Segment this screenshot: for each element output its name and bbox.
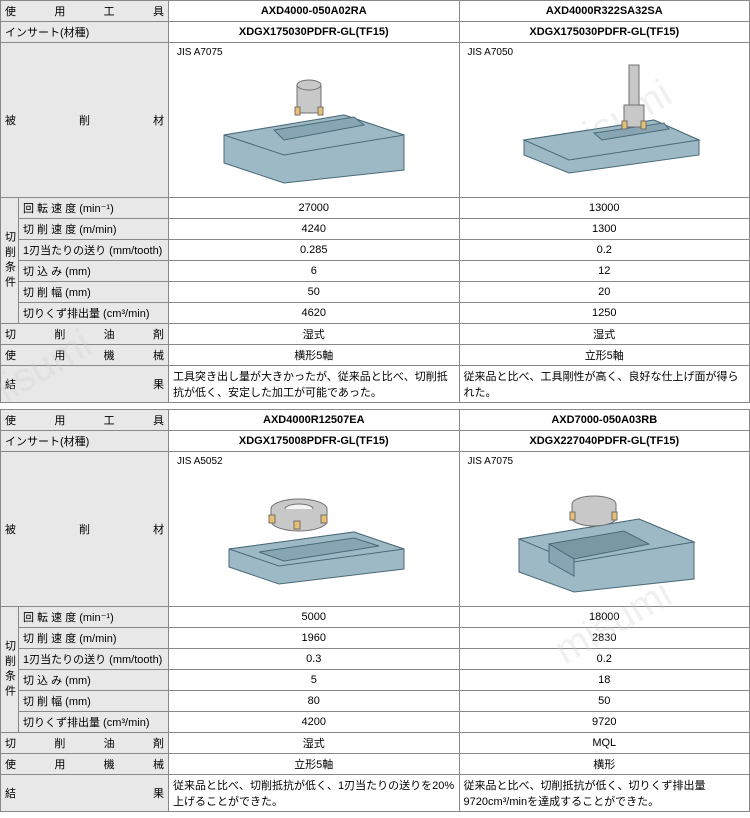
machine-right: 横形 bbox=[459, 754, 750, 775]
width-left: 80 bbox=[169, 691, 459, 712]
tool-left: AXD4000R12507EA bbox=[169, 410, 459, 431]
speed-right: 2830 bbox=[459, 628, 750, 649]
feed-right: 0.2 bbox=[459, 240, 750, 261]
label-conditions: 切削条件 bbox=[1, 607, 19, 733]
rpm-right: 13000 bbox=[459, 198, 750, 219]
rpm-left: 27000 bbox=[169, 198, 459, 219]
label-chip: 切りくず排出量 (cm³/min) bbox=[19, 303, 169, 324]
material-left: JIS A7075 bbox=[177, 47, 223, 58]
machine-left: 横形5軸 bbox=[169, 345, 459, 366]
machine-left: 立形5軸 bbox=[169, 754, 459, 775]
workpiece-illustration bbox=[204, 464, 424, 594]
tool-left: AXD4000-050A02RA bbox=[169, 1, 459, 22]
width-right: 50 bbox=[459, 691, 750, 712]
label-result: 結 果 bbox=[1, 775, 169, 812]
label-machine: 使 用 機 械 bbox=[1, 754, 169, 775]
label-material: 被 削 材 bbox=[1, 452, 169, 607]
result-left: 従来品と比べ、切削抵抗が低く、1刃当たりの送りを20%上げることができた。 bbox=[169, 775, 459, 812]
coolant-right: 湿式 bbox=[459, 324, 750, 345]
rpm-right: 18000 bbox=[459, 607, 750, 628]
depth-left: 5 bbox=[169, 670, 459, 691]
result-left: 工具突き出し量が大きかったが、従来品と比べ、切削抵抗が低く、安定した加工が可能で… bbox=[169, 366, 459, 403]
result-right: 従来品と比べ、工具剛性が高く、良好な仕上げ面が得られた。 bbox=[459, 366, 750, 403]
insert-left: XDGX175008PDFR-GL(TF15) bbox=[169, 431, 459, 452]
speed-left: 4240 bbox=[169, 219, 459, 240]
label-depth: 切 込 み (mm) bbox=[19, 670, 169, 691]
depth-left: 6 bbox=[169, 261, 459, 282]
label-rpm: 回 転 速 度 (min⁻¹) bbox=[19, 198, 169, 219]
machine-right: 立形5軸 bbox=[459, 345, 750, 366]
label-conditions: 切削条件 bbox=[1, 198, 19, 324]
label-coolant: 切 削 油 剤 bbox=[1, 733, 169, 754]
material-cell-left: JIS A7075 bbox=[169, 43, 459, 198]
speed-right: 1300 bbox=[459, 219, 750, 240]
chip-right: 9720 bbox=[459, 712, 750, 733]
label-speed: 切 削 速 度 (m/min) bbox=[19, 628, 169, 649]
chip-left: 4200 bbox=[169, 712, 459, 733]
material-cell-left: JIS A5052 bbox=[169, 452, 459, 607]
tool-right: AXD7000-050A03RB bbox=[459, 410, 750, 431]
rpm-left: 5000 bbox=[169, 607, 459, 628]
speed-left: 1960 bbox=[169, 628, 459, 649]
coolant-left: 湿式 bbox=[169, 324, 459, 345]
insert-right: XDGX227040PDFR-GL(TF15) bbox=[459, 431, 750, 452]
label-result: 結 果 bbox=[1, 366, 169, 403]
label-machine: 使 用 機 械 bbox=[1, 345, 169, 366]
workpiece-illustration bbox=[494, 464, 714, 594]
label-material: 被 削 材 bbox=[1, 43, 169, 198]
label-rpm: 回 転 速 度 (min⁻¹) bbox=[19, 607, 169, 628]
chip-right: 1250 bbox=[459, 303, 750, 324]
coolant-right: MQL bbox=[459, 733, 750, 754]
feed-right: 0.2 bbox=[459, 649, 750, 670]
coolant-left: 湿式 bbox=[169, 733, 459, 754]
label-feed: 1刃当たりの送り (mm/tooth) bbox=[19, 649, 169, 670]
material-left: JIS A5052 bbox=[177, 456, 223, 467]
result-right: 従来品と比べ、切削抵抗が低く、切りくず排出量9720cm³/minを達成すること… bbox=[459, 775, 750, 812]
tool-right: AXD4000R322SA32SA bbox=[459, 1, 750, 22]
label-tool: 使 用 工 具 bbox=[1, 1, 169, 22]
material-right: JIS A7075 bbox=[468, 456, 514, 467]
label-feed: 1刃当たりの送り (mm/tooth) bbox=[19, 240, 169, 261]
feed-left: 0.285 bbox=[169, 240, 459, 261]
spec-table-0: 使 用 工 具 AXD4000-050A02RA AXD4000R322SA32… bbox=[0, 0, 750, 403]
label-insert: インサート(材種) bbox=[1, 431, 169, 452]
insert-left: XDGX175030PDFR-GL(TF15) bbox=[169, 22, 459, 43]
insert-right: XDGX175030PDFR-GL(TF15) bbox=[459, 22, 750, 43]
feed-left: 0.3 bbox=[169, 649, 459, 670]
depth-right: 18 bbox=[459, 670, 750, 691]
label-insert: インサート(材種) bbox=[1, 22, 169, 43]
material-cell-right: JIS A7050 bbox=[459, 43, 750, 198]
workpiece-illustration bbox=[494, 55, 714, 185]
spec-table-1: 使 用 工 具 AXD4000R12507EA AXD7000-050A03RB… bbox=[0, 409, 750, 812]
material-cell-right: JIS A7075 bbox=[459, 452, 750, 607]
label-depth: 切 込 み (mm) bbox=[19, 261, 169, 282]
label-width: 切 削 幅 (mm) bbox=[19, 282, 169, 303]
label-tool: 使 用 工 具 bbox=[1, 410, 169, 431]
label-chip: 切りくず排出量 (cm³/min) bbox=[19, 712, 169, 733]
workpiece-illustration bbox=[204, 55, 424, 185]
label-width: 切 削 幅 (mm) bbox=[19, 691, 169, 712]
width-right: 20 bbox=[459, 282, 750, 303]
label-speed: 切 削 速 度 (m/min) bbox=[19, 219, 169, 240]
label-coolant: 切 削 油 剤 bbox=[1, 324, 169, 345]
width-left: 50 bbox=[169, 282, 459, 303]
chip-left: 4620 bbox=[169, 303, 459, 324]
depth-right: 12 bbox=[459, 261, 750, 282]
material-right: JIS A7050 bbox=[468, 47, 514, 58]
